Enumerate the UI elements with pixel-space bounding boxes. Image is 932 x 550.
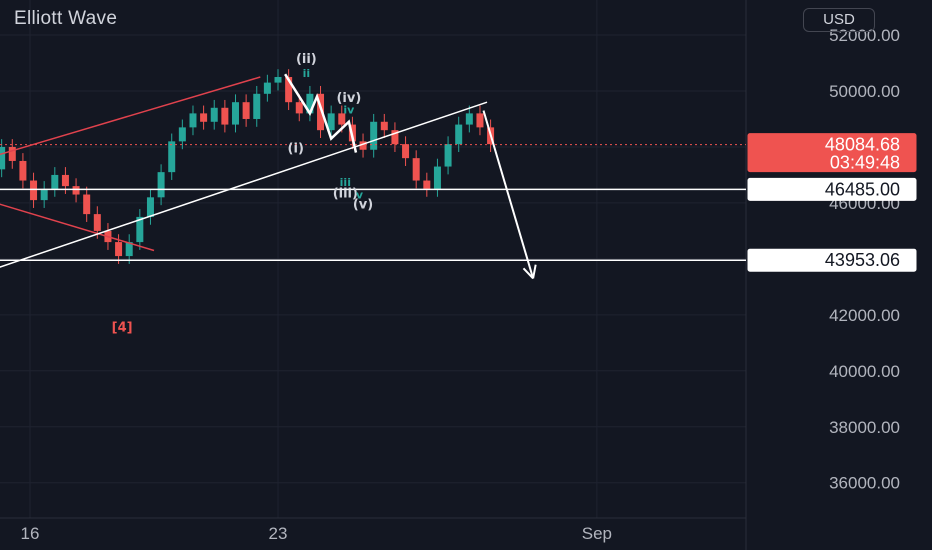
red-channel-lower-line xyxy=(0,203,155,252)
wave-label: v xyxy=(356,189,364,202)
current-price-tag-box xyxy=(747,133,917,173)
candle-body xyxy=(72,186,80,195)
candle-body xyxy=(157,172,165,198)
wave-label: (i) xyxy=(288,142,304,157)
x-tick-label: Sep xyxy=(582,524,612,543)
candle-body xyxy=(327,113,335,131)
candle-body xyxy=(423,180,431,189)
candle-body xyxy=(433,166,441,189)
candle-body xyxy=(189,113,197,128)
y-tick-label: 40000.00 xyxy=(829,362,900,381)
candle-body xyxy=(295,102,303,114)
candle-body xyxy=(370,121,378,150)
y-tick-label: 38000.00 xyxy=(829,418,900,437)
candle-body xyxy=(465,113,473,125)
candle-body xyxy=(338,113,346,125)
candle-body xyxy=(19,160,27,181)
wave-label: iii xyxy=(340,176,351,189)
candle-body xyxy=(115,242,123,257)
candle-body xyxy=(8,146,16,161)
candle-body xyxy=(253,93,261,119)
current-price-tag-text: 48084.68 xyxy=(825,135,900,155)
candle-body xyxy=(359,141,367,150)
candle-body xyxy=(178,127,186,142)
candle-body xyxy=(51,174,59,189)
x-tick-label: 23 xyxy=(269,524,288,543)
y-tick-label: 42000.00 xyxy=(829,306,900,325)
candle-body xyxy=(380,121,388,131)
candle-body xyxy=(221,107,229,125)
red-channel-upper-line xyxy=(0,76,261,156)
wave-label: (v) xyxy=(353,198,373,213)
candle-body xyxy=(136,216,144,243)
candle-body xyxy=(285,77,293,103)
level-price-tag-text: 43953.06 xyxy=(825,250,900,270)
candle-body xyxy=(40,188,48,201)
candle-body xyxy=(30,180,38,201)
candle-body xyxy=(476,113,484,128)
level-price-tag-box xyxy=(747,177,917,201)
candle-body xyxy=(402,144,410,159)
level-price-tag-box xyxy=(747,248,917,272)
y-tick-label: 50000.00 xyxy=(829,82,900,101)
y-tick-label: 52000.00 xyxy=(829,26,900,45)
wave-label: (iv) xyxy=(336,91,361,106)
candle-body xyxy=(168,141,176,173)
candle-body xyxy=(61,174,69,187)
wave-label: [4] xyxy=(112,321,133,336)
wave-label: (iii) xyxy=(333,186,358,201)
currency-selector[interactable]: USD xyxy=(803,8,875,32)
projection-arrow-line xyxy=(482,110,535,279)
candle-body xyxy=(0,146,6,170)
projection-arrow-head xyxy=(532,264,537,279)
candle-body xyxy=(93,214,101,231)
candle-body xyxy=(317,93,325,131)
level-price-tag: 46485.00 xyxy=(747,177,917,201)
candle-body xyxy=(455,124,463,145)
candle-body xyxy=(125,242,133,257)
candle-body xyxy=(412,158,420,181)
wave-label: ii xyxy=(303,67,311,80)
candle-body xyxy=(210,107,218,122)
candle-body xyxy=(391,130,399,145)
level-price-tag: 43953.06 xyxy=(747,248,917,272)
projection-arrow-head xyxy=(522,267,534,280)
level-price-tag-text: 46485.00 xyxy=(825,179,900,199)
wave-label: iv xyxy=(343,103,355,116)
candle-body xyxy=(306,93,314,114)
candle-body xyxy=(231,102,239,125)
wave-label: (ii) xyxy=(296,52,317,67)
candle-body xyxy=(242,102,250,119)
chart-title: Elliott Wave xyxy=(14,8,118,29)
candle-body xyxy=(200,113,208,122)
wave-path-line xyxy=(284,73,358,153)
candle-body xyxy=(274,77,282,83)
y-tick-label: 36000.00 xyxy=(829,474,900,493)
candle-body xyxy=(83,194,91,215)
candles-group xyxy=(0,69,495,264)
x-tick-label: 16 xyxy=(21,524,40,543)
candle-body xyxy=(263,82,271,94)
white-trendline xyxy=(0,101,488,268)
candle-body xyxy=(444,144,452,167)
candle-body xyxy=(146,197,154,217)
current-price-tag-text: 03:49:48 xyxy=(830,153,900,173)
